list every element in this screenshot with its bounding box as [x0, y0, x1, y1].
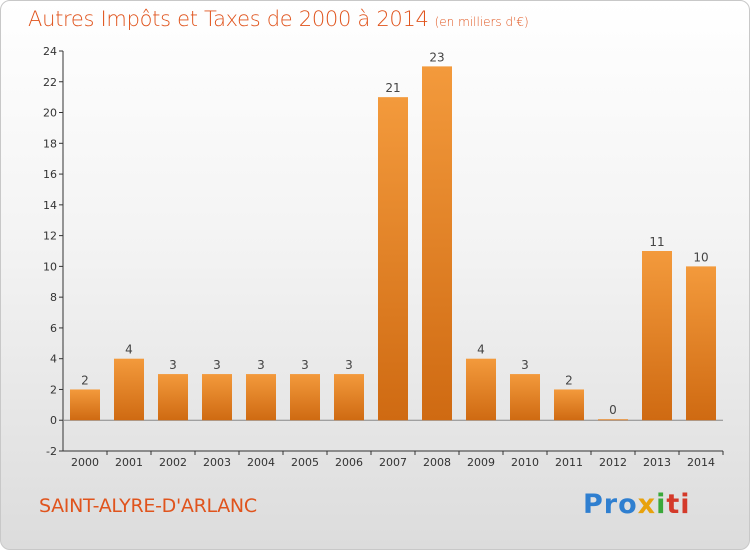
y-tick-label: 14: [43, 199, 57, 212]
x-tick-label-2010: 2010: [511, 456, 539, 469]
data-label-2011: 2: [565, 373, 573, 387]
data-label-2014: 10: [693, 250, 708, 264]
x-tick-label-2013: 2013: [643, 456, 671, 469]
data-label-2003: 3: [213, 358, 221, 372]
bar-2011: [554, 389, 584, 421]
bar-2000: [70, 389, 100, 421]
bar-2004: [246, 374, 276, 421]
data-label-2004: 3: [257, 358, 265, 372]
x-tick-label-2002: 2002: [159, 456, 187, 469]
data-label-2009: 4: [477, 343, 485, 357]
bar-2005: [290, 374, 320, 421]
data-label-2006: 3: [345, 358, 353, 372]
x-tick-label-2009: 2009: [467, 456, 495, 469]
y-tick-label: 10: [43, 260, 57, 273]
y-tick-label: 4: [50, 353, 57, 366]
x-tick-label-2005: 2005: [291, 456, 319, 469]
y-tick-label: 18: [43, 137, 57, 150]
bar-2013: [642, 251, 672, 421]
y-tick-label: 20: [43, 107, 57, 120]
unit-note: (en milliers d'€): [434, 15, 529, 29]
commune-name: SAINT-ALYRE-D'ARLANC: [39, 495, 257, 517]
x-tick-label-2001: 2001: [115, 456, 143, 469]
y-tick-label: 2: [50, 383, 57, 396]
chart-title: Autres Impôts et Taxes de 2000 à 2014 (en…: [28, 7, 529, 31]
y-tick-label: 0: [50, 414, 57, 427]
x-tick-label-2011: 2011: [555, 456, 583, 469]
bar-2006: [334, 374, 364, 421]
bar-2002: [158, 374, 188, 421]
data-label-2000: 2: [81, 373, 89, 387]
x-tick-label-2004: 2004: [247, 456, 275, 469]
x-tick-label-2006: 2006: [335, 456, 363, 469]
bar-2012: [598, 419, 628, 421]
x-tick-label-2012: 2012: [599, 456, 627, 469]
proxiti-logo: Proxiti: [583, 489, 691, 520]
y-tick-label: 6: [50, 322, 57, 335]
x-tick-label-2007: 2007: [379, 456, 407, 469]
bar-2008: [422, 66, 452, 421]
data-label-2012: 0: [609, 403, 617, 417]
bar-2009: [466, 358, 496, 421]
data-label-2008: 23: [429, 50, 444, 64]
y-tick-label: 24: [43, 45, 57, 58]
y-tick-label: 16: [43, 168, 57, 181]
data-label-2001: 4: [125, 343, 133, 357]
data-label-2002: 3: [169, 358, 177, 372]
x-tick-label-2000: 2000: [71, 456, 99, 469]
y-tick-label: 22: [43, 76, 57, 89]
data-label-2010: 3: [521, 358, 529, 372]
data-label-2005: 3: [301, 358, 309, 372]
bar-2001: [114, 358, 144, 421]
y-tick-label: 8: [50, 291, 57, 304]
x-tick-label-2014: 2014: [687, 456, 715, 469]
data-label-2007: 21: [385, 81, 400, 95]
bar-2003: [202, 374, 232, 421]
y-tick-label: 12: [43, 230, 57, 243]
bar-2007: [378, 97, 408, 421]
data-label-2013: 11: [649, 235, 664, 249]
x-tick-label-2003: 2003: [203, 456, 231, 469]
bar-2014: [686, 266, 716, 421]
x-tick-label-2008: 2008: [423, 456, 451, 469]
y-tick-label: -2: [46, 445, 57, 458]
bar-2010: [510, 374, 540, 421]
